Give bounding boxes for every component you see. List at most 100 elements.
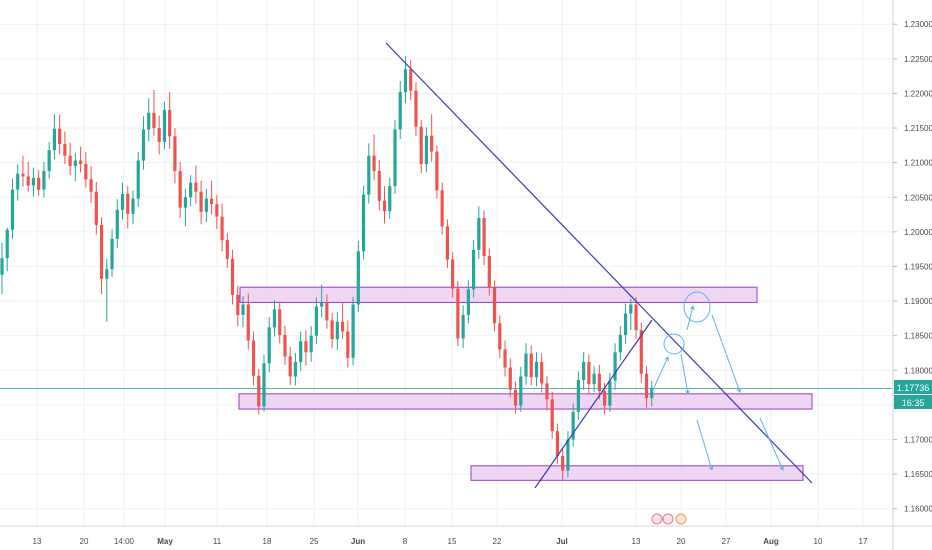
candle-body [346, 331, 350, 358]
candle-body [58, 128, 62, 144]
economic-event-icon[interactable] [675, 513, 687, 525]
candle [94, 182, 98, 235]
candle-body [141, 129, 146, 161]
candle [251, 331, 256, 386]
candle [257, 368, 261, 415]
price-zone[interactable] [238, 393, 813, 410]
candle-body [456, 288, 460, 339]
candle-body [545, 383, 549, 400]
candle-body [31, 177, 36, 186]
time-tick-label: 27 [722, 537, 731, 546]
price-tick-label: 1.23000 [904, 20, 932, 29]
projection-arrow[interactable] [711, 314, 742, 393]
candle [587, 354, 591, 394]
price-axis[interactable]: 1.23000 1.22500 1.22000 1.21500 1.21000 1.205… [893, 20, 932, 514]
candle-body [89, 179, 93, 192]
candle-body [173, 136, 177, 171]
candle-body [293, 361, 298, 377]
candle [419, 119, 423, 174]
candle-body [126, 193, 130, 214]
candle-body [650, 388, 654, 398]
retest-circle[interactable] [663, 333, 685, 355]
candle-body [519, 376, 523, 406]
projection-arrow[interactable] [696, 419, 714, 471]
candle-body [492, 287, 497, 324]
candle-body [582, 361, 586, 380]
price-zone[interactable] [239, 286, 758, 303]
candle [10, 178, 15, 239]
candle-body [618, 334, 622, 353]
candle [550, 391, 554, 439]
candle [215, 195, 219, 230]
candle [304, 330, 308, 366]
candle [210, 180, 214, 215]
candle-body [37, 177, 41, 190]
time-tick-label: 10 [814, 537, 823, 546]
candle-body [220, 216, 224, 241]
countdown-tag [894, 395, 932, 409]
candle [351, 296, 355, 366]
candle-body [330, 320, 334, 340]
candle-body [278, 309, 282, 335]
price-tags: 1.17736 16:35 [894, 380, 932, 409]
price-tick-label: 1.20500 [904, 193, 932, 202]
candle-body [629, 304, 633, 314]
candle [79, 146, 83, 173]
candle [293, 352, 298, 386]
candle-body [262, 363, 266, 407]
candle-body [508, 367, 512, 390]
candle [147, 98, 151, 142]
economic-event-icon[interactable] [651, 513, 663, 525]
projection-arrow[interactable] [686, 304, 695, 331]
price-zone[interactable] [470, 465, 804, 481]
candle-body [555, 431, 560, 457]
candle-body [251, 340, 256, 376]
candle-body [52, 128, 56, 151]
time-tick-label: 8 [403, 537, 408, 546]
candle-body [503, 349, 507, 368]
arrow-shaft [680, 353, 689, 395]
descending-trendline[interactable] [385, 42, 813, 484]
price-tick-label: 1.17000 [904, 435, 932, 444]
candle [37, 170, 41, 196]
candle-body [608, 380, 612, 406]
candle-body [105, 269, 109, 279]
candle-body [204, 198, 208, 212]
candle-body [466, 289, 470, 315]
candle [84, 152, 88, 188]
retest-circle[interactable] [683, 291, 711, 323]
price-tick-label: 1.19500 [904, 262, 932, 271]
projection-arrow[interactable] [651, 356, 669, 393]
candle [320, 284, 324, 318]
candle [492, 280, 497, 332]
arrow-shaft [759, 417, 784, 471]
candle [42, 161, 46, 198]
arrow-head [664, 356, 669, 362]
projection-arrow[interactable] [680, 353, 690, 396]
candle [58, 114, 62, 155]
time-tick-label: 25 [310, 537, 319, 546]
candle-body [498, 323, 502, 350]
candle-body [419, 126, 423, 165]
time-axis[interactable]: 13 20 14:00 May 11 18 25 Jun 8 15 22 Jul 13 20 27 Aug 10… [33, 537, 868, 546]
candle [236, 285, 240, 326]
candle [115, 199, 119, 248]
economic-event-icon[interactable] [662, 513, 674, 525]
candle [644, 366, 649, 408]
time-tick-label: 14:00 [114, 537, 135, 546]
event-markers[interactable] [651, 513, 687, 525]
arrow-shaft [686, 305, 694, 331]
projection-arrow[interactable] [759, 417, 784, 471]
candle [330, 312, 334, 349]
candle [440, 182, 444, 235]
candle-body [288, 356, 292, 377]
candle [472, 240, 476, 298]
ascending-trendline[interactable] [534, 319, 653, 489]
candle-body [162, 110, 167, 142]
candle [199, 180, 203, 225]
candle-body [110, 238, 114, 270]
candle-body [487, 256, 491, 288]
time-tick-label: 15 [448, 537, 457, 546]
